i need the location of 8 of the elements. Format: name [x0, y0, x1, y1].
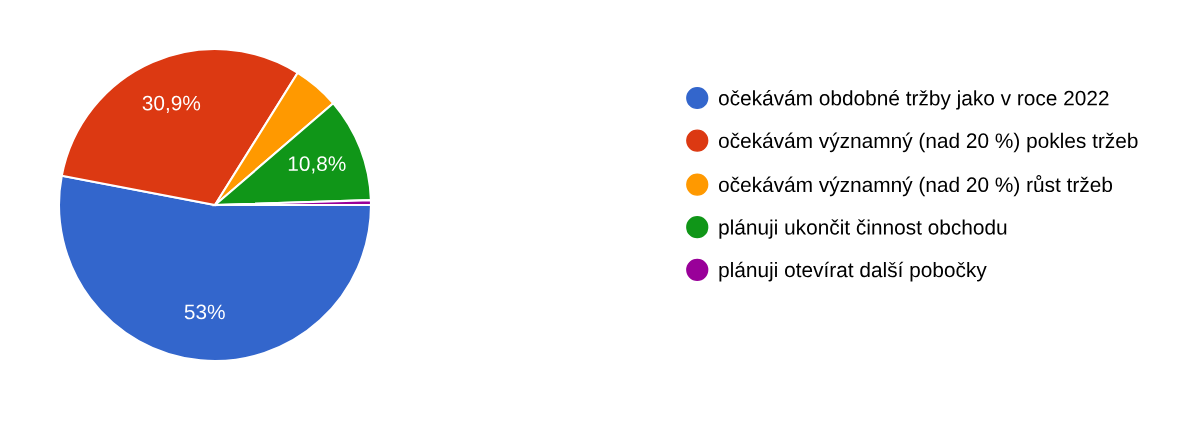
- data-label: 30,9%: [142, 95, 201, 113]
- legend-label: plánuji otevírat další pobočky: [719, 261, 987, 282]
- legend-label: plánuji ukončit činnost obchodu: [719, 219, 1007, 239]
- legend-label: očekávám obdobné tržby jako v roce 2022: [718, 89, 1109, 110]
- legend-label: očekávám významný (nad 20 %) pokles tržeb: [718, 132, 1138, 153]
- data-label: 10,8%: [288, 156, 346, 174]
- data-label: 53%: [184, 304, 225, 320]
- legend-label: očekávám významný (nad 20 %) růst tržeb: [718, 175, 1113, 197]
